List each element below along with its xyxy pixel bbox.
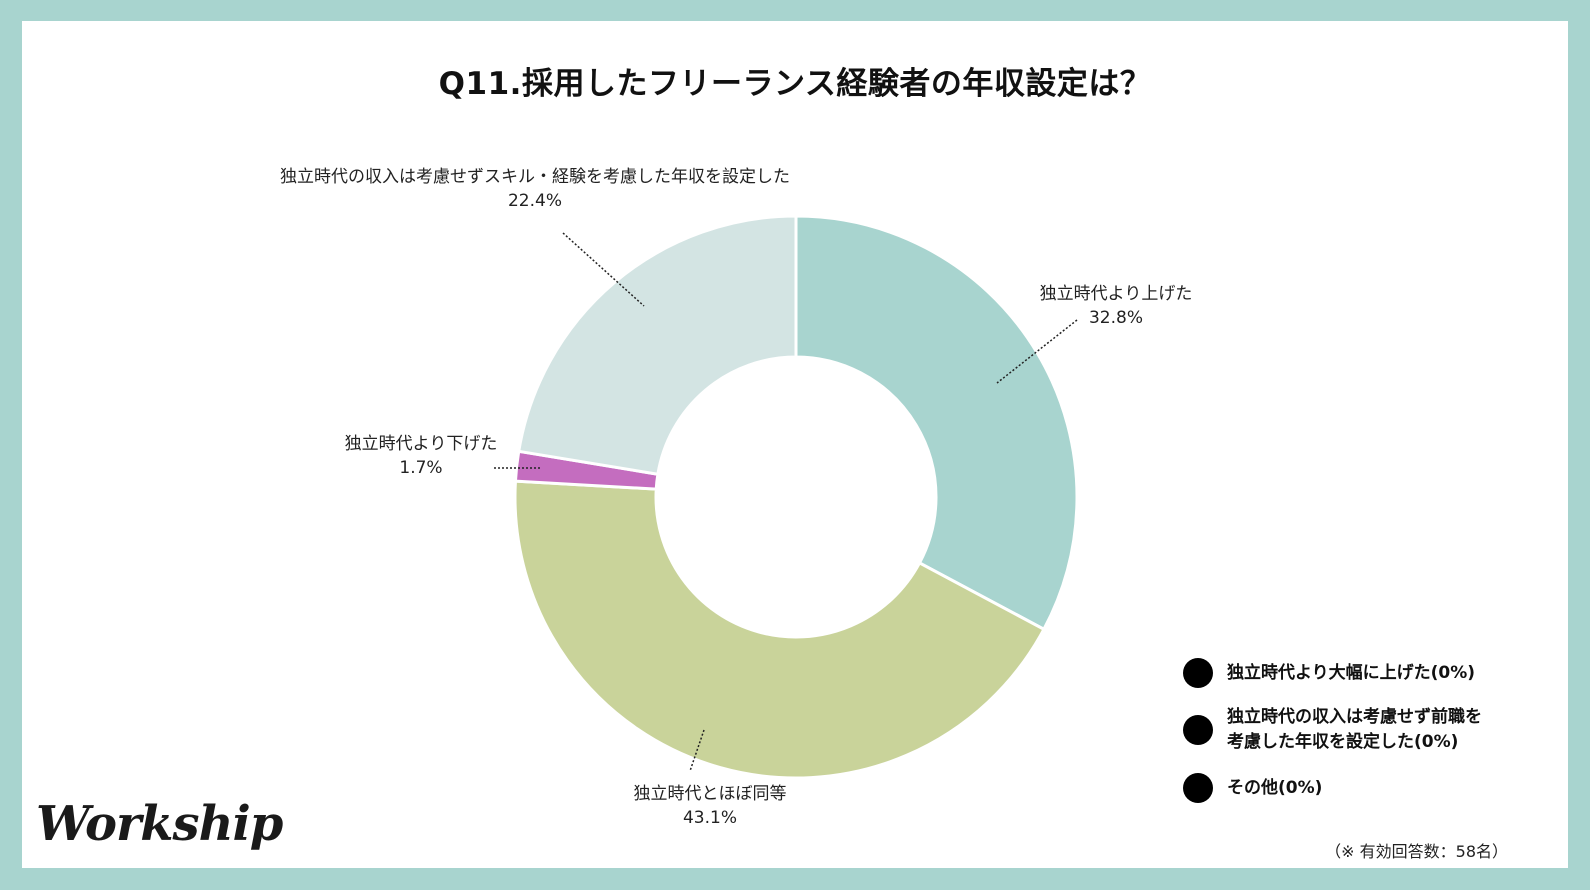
leader-line-32-8	[996, 319, 1078, 384]
slice-label-same: 独立時代とほぼ同等 43.1%	[634, 782, 787, 830]
legend-label: その他(0%)	[1227, 776, 1322, 801]
legend-line: 独立時代より大幅に上げた(0%)	[1227, 662, 1476, 683]
legend-dot-icon	[1183, 658, 1213, 688]
legend-dot-icon	[1183, 715, 1213, 745]
slice-label-raised: 独立時代より上げた 32.8%	[1040, 282, 1193, 330]
leader-line-43-1	[689, 729, 705, 772]
slice-value-text: 1.7%	[399, 458, 443, 478]
slice-label-skill-based: 独立時代の収入は考慮せずスキル・経験を考慮した年収を設定した 22.4%	[280, 165, 790, 213]
slice-label-lowered: 独立時代より下げた 1.7%	[345, 432, 498, 480]
donut-slice-3	[517, 214, 798, 476]
slice-label-text: 独立時代とほぼ同等	[633, 784, 787, 804]
legend-dot-icon	[1183, 773, 1213, 803]
chart-title: Q11.採用したフリーランス経験者の年収設定は？	[438, 66, 1152, 102]
legend-item: 独立時代より大幅に上げた(0%)	[1183, 658, 1475, 688]
legend-line: 考慮した年収を設定した(0%)	[1227, 732, 1459, 752]
slice-label-text: 独立時代より下げた	[344, 434, 498, 454]
leader-lines	[494, 232, 1078, 772]
slice-value-text: 22.4%	[507, 191, 562, 211]
slice-value-text: 43.1%	[682, 808, 737, 828]
legend-line: 独立時代の収入は考慮せず前職を	[1227, 707, 1482, 727]
donut-slice-0	[794, 214, 1079, 632]
legend-item: 独立時代の収入は考慮せず前職を 考慮した年収を設定した(0%)	[1183, 705, 1482, 755]
legend-line: その他(0%)	[1227, 777, 1323, 798]
respondent-note: （※ 有効回答数：58名）	[1325, 842, 1508, 861]
legend-label: 独立時代より大幅に上げた(0%)	[1227, 661, 1475, 686]
workship-logo: Workship	[36, 796, 283, 852]
legend-item: その他(0%)	[1183, 773, 1322, 803]
slice-value-text: 32.8%	[1088, 308, 1144, 328]
legend-label: 独立時代の収入は考慮せず前職を 考慮した年収を設定した(0%)	[1227, 705, 1482, 755]
donut-slice-1	[513, 479, 1046, 780]
slice-label-text: 独立時代より上げた	[1039, 284, 1193, 304]
slice-label-text: 独立時代の収入は考慮せずスキル・経験を考慮した年収を設定した	[280, 167, 790, 187]
